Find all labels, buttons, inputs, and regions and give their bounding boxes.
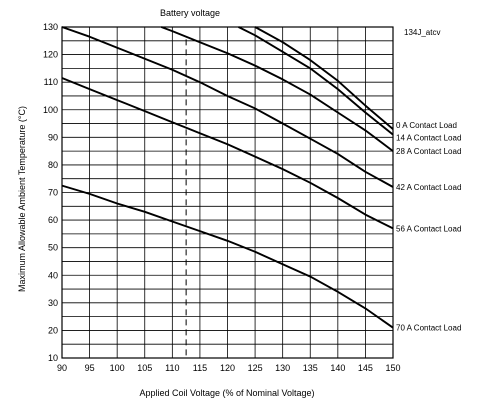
y-tick-label: 30 [48,298,58,308]
y-tick-labels: 10 20 30 40 50 60 70 80 90 100 110 120 130 [43,22,58,363]
x-tick-label: 125 [248,363,263,373]
x-tick-labels: 90 95 100 105 110 115 120 125 130 135 140 145 150 [57,363,401,373]
x-tick-label: 150 [385,363,400,373]
figure-id-label: 134J_atcv [404,28,440,37]
series-line-3 [61,26,394,188]
series-line-4 [61,77,394,230]
series-label-5: 70 A Contact Load [396,324,461,333]
y-tick-label: 60 [48,215,58,225]
x-tick-label: 140 [330,363,345,373]
x-tick-label: 135 [303,363,318,373]
y-tick-label: 110 [44,77,58,87]
series-line-5 [61,184,394,329]
series-group [61,26,394,329]
x-tick-label: 95 [85,363,95,373]
x-tick-label: 110 [165,363,179,373]
y-tick-label: 100 [43,105,58,115]
y-tick-label: 80 [48,160,58,170]
series-line-0 [254,26,394,130]
y-tick-label: 20 [48,325,58,335]
series-label-4: 56 A Contact Load [396,224,461,233]
x-tick-label: 120 [220,363,235,373]
x-tick-label: 100 [110,363,125,373]
plot-frame [61,26,394,359]
series-label-2: 28 A Contact Load [396,147,461,156]
series-label-0: 0 A Contact Load [396,121,457,130]
y-axis-title: Maximum Allowable Ambient Temperature (°… [17,106,27,292]
y-tick-label: 130 [43,22,58,32]
x-axis-title: Applied Coil Voltage (% of Nominal Volta… [139,388,314,398]
series-label-1: 14 A Contact Load [396,134,461,143]
y-tick-label: 40 [48,270,58,280]
y-tick-label: 120 [43,50,58,60]
x-tick-label: 115 [193,363,207,373]
series-line-1 [238,26,394,136]
x-tick-label: 90 [57,363,67,373]
y-tick-label: 50 [48,243,58,253]
y-tick-label: 70 [48,188,58,198]
plot-frame-group [61,26,394,359]
grid [61,26,394,359]
x-tick-label: 130 [275,363,290,373]
x-tick-label: 105 [137,363,152,373]
chart-title: Battery voltage [160,8,220,18]
series-labels: 0 A Contact Load 14 A Contact Load 28 A Co… [396,121,461,333]
y-tick-label: 90 [48,132,58,142]
series-line-2 [160,26,394,152]
series-label-3: 42 A Contact Load [396,183,461,192]
y-tick-label: 10 [48,353,58,363]
x-tick-label: 145 [358,363,373,373]
